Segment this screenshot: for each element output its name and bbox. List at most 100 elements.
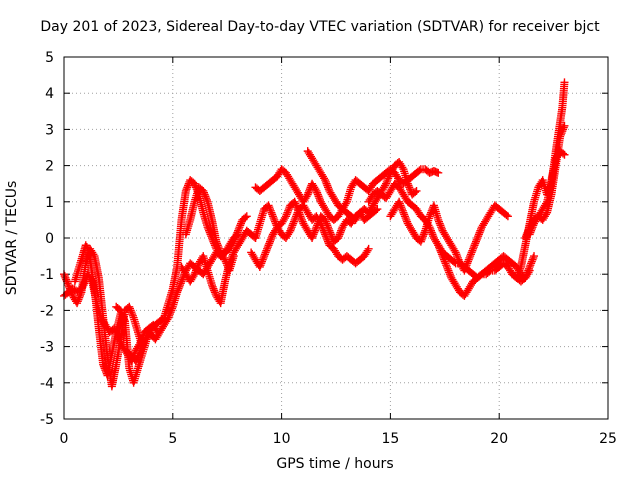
data-point [439,253,448,262]
data-point [311,185,320,194]
data-point [289,217,298,226]
data-point [416,237,425,246]
data-point [286,226,295,235]
data-point [337,224,346,233]
data-point [418,234,427,242]
data-point [384,172,393,181]
data-point [210,286,219,295]
data-point [400,212,409,221]
data-point [260,250,269,259]
satellite-track [181,183,238,275]
data-point [135,349,144,358]
data-point [398,205,407,214]
data-point [184,181,193,190]
data-point [290,215,299,224]
y-tick-label: 0 [45,231,54,247]
data-point [118,310,127,319]
data-point [192,266,201,275]
data-point [450,246,459,255]
data-point [442,262,451,271]
data-point [452,250,461,259]
data-point [181,186,190,195]
data-point [305,186,314,195]
y-tick-label: -4 [40,376,54,392]
data-point [65,282,74,291]
satellite-track [303,147,421,224]
data-point [468,246,477,255]
data-point [411,188,420,197]
data-point [336,228,345,237]
data-point [126,306,135,315]
data-point [465,253,474,262]
data-point [335,230,344,239]
data-point [397,203,406,212]
data-point [269,214,278,223]
data-point [303,190,312,199]
data-point [73,297,82,306]
data-point [219,253,228,262]
data-point [438,252,447,261]
data-point [316,195,325,204]
data-point [415,166,424,175]
data-point [211,290,220,299]
data-point [173,288,182,297]
data-point [266,235,275,244]
data-point [166,308,175,317]
data-point [262,246,271,255]
data-point [66,286,75,295]
data-point [454,255,463,264]
data-point [485,267,494,276]
data-point [258,255,267,264]
data-point [117,308,126,317]
data-point [324,185,333,194]
data-point [334,234,343,242]
data-point [463,259,472,268]
data-point [445,270,454,279]
data-point [528,223,537,232]
data-point [315,217,324,226]
data-point [560,150,569,159]
y-tick-label: 1 [45,195,54,211]
data-point [321,176,330,185]
data-point [557,129,566,138]
data-point [64,281,73,290]
data-point [212,237,221,246]
data-point [322,179,331,188]
data-point [263,243,272,252]
satellite-track [364,179,539,282]
data-point [215,244,224,253]
satellite-track [247,197,382,271]
data-point [434,215,443,224]
data-point [427,228,436,237]
data-point [384,174,393,183]
data-point [316,219,325,228]
data-point [434,241,443,250]
data-point [466,250,475,259]
data-point [136,346,145,355]
data-point [139,338,148,347]
data-point [271,217,280,226]
data-point [434,243,443,252]
data-point [174,284,183,293]
data-point [527,259,536,268]
data-point [528,255,537,264]
data-point [341,199,350,208]
data-point [437,248,446,257]
data-point [513,272,522,281]
data-point [189,272,198,281]
data-point [133,353,142,362]
satellite-track [386,197,512,275]
data-point [471,237,480,246]
data-point [178,275,187,284]
data-point [382,177,391,186]
data-point [435,244,444,253]
data-point [260,252,269,261]
data-point [297,215,306,224]
data-point [319,226,328,235]
data-point [541,210,550,219]
chart-title: Day 201 of 2023, Sidereal Day-to-day VTE… [40,19,600,35]
data-point [363,246,372,255]
data-point [290,197,299,206]
data-point [527,226,536,235]
